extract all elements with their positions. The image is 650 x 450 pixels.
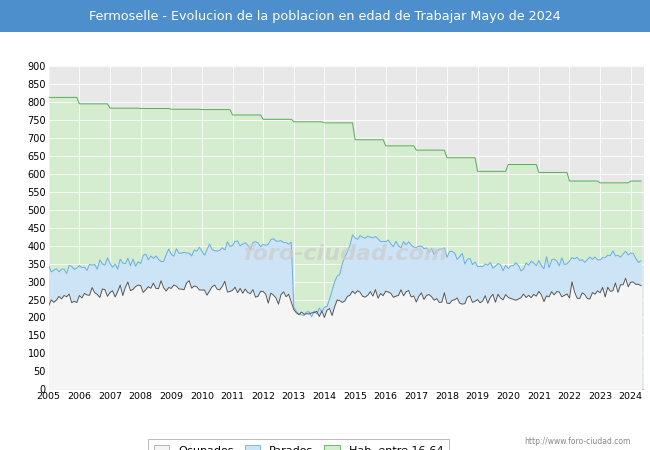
Text: http://www.foro-ciudad.com: http://www.foro-ciudad.com	[524, 436, 630, 446]
Text: foro-ciudad.com: foro-ciudad.com	[244, 243, 448, 264]
Text: Fermoselle - Evolucion de la poblacion en edad de Trabajar Mayo de 2024: Fermoselle - Evolucion de la poblacion e…	[89, 10, 561, 22]
Legend: Ocupados, Parados, Hab. entre 16-64: Ocupados, Parados, Hab. entre 16-64	[148, 439, 449, 450]
